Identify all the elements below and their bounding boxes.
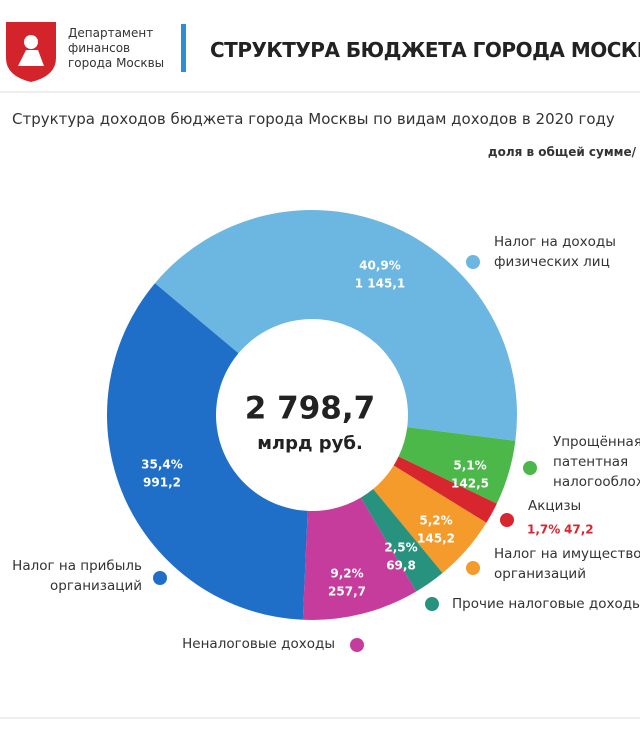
category-label: Упрощённая и патентная налогооблож [553,434,640,490]
value-label: 5,1% [453,459,486,473]
legend-dot [523,461,537,475]
total-unit: млрд руб. [257,433,363,454]
chart-title: Структура доходов бюджета города Москвы … [12,110,615,128]
category-label: Неналоговые доходы [182,636,335,652]
legend-dot [466,561,480,575]
org-name: Департамент финансов города Москвы [68,26,165,70]
category-label: Налог на доходы физических лиц [494,234,616,270]
value-label: 5,2% [419,514,452,528]
value-label: 1,7% [527,523,560,537]
donut-segment [373,465,487,574]
amount-label: 991,2 [143,476,181,490]
amount-label: 1 145,1 [355,277,405,291]
donut-segment [302,497,417,620]
category-label: Акцизы [528,498,582,514]
header-bg [0,0,640,88]
total: 2 798,7 [245,391,375,427]
donut-segment [398,427,516,504]
category-label: Налог на прибыль организаций [12,558,142,594]
legend-dot [500,513,514,527]
amount-label: 47,2 [564,523,594,537]
value-label: 9,2% [330,567,363,581]
separator [181,24,186,72]
chart-subtitle: доля в общей сумме/ [487,145,636,159]
logo [6,22,56,82]
amount-label: 257,7 [328,585,366,599]
category-label: Прочие налоговые доходы [452,596,640,612]
amount-label: 145,2 [417,532,455,546]
page-title: СТРУКТУРА БЮДЖЕТА ГОРОДА МОСКВЫ ПО ВИ [210,38,640,62]
value-label: 2,5% [384,541,417,555]
value-label: 40,9% [359,259,401,273]
legend-dot [350,638,364,652]
amount-label: 69,8 [386,559,416,573]
legend-dot [425,597,439,611]
donut-segment [106,283,308,620]
donut-segment [360,489,443,592]
category-label: Налог на имущество организаций [494,546,640,582]
donut-segment [154,209,518,441]
legend-dot [466,255,480,269]
value-label: 35,4% [141,458,183,472]
legend-dot [153,571,167,585]
amount-label: 142,5 [451,477,489,491]
donut-segment [393,456,497,523]
